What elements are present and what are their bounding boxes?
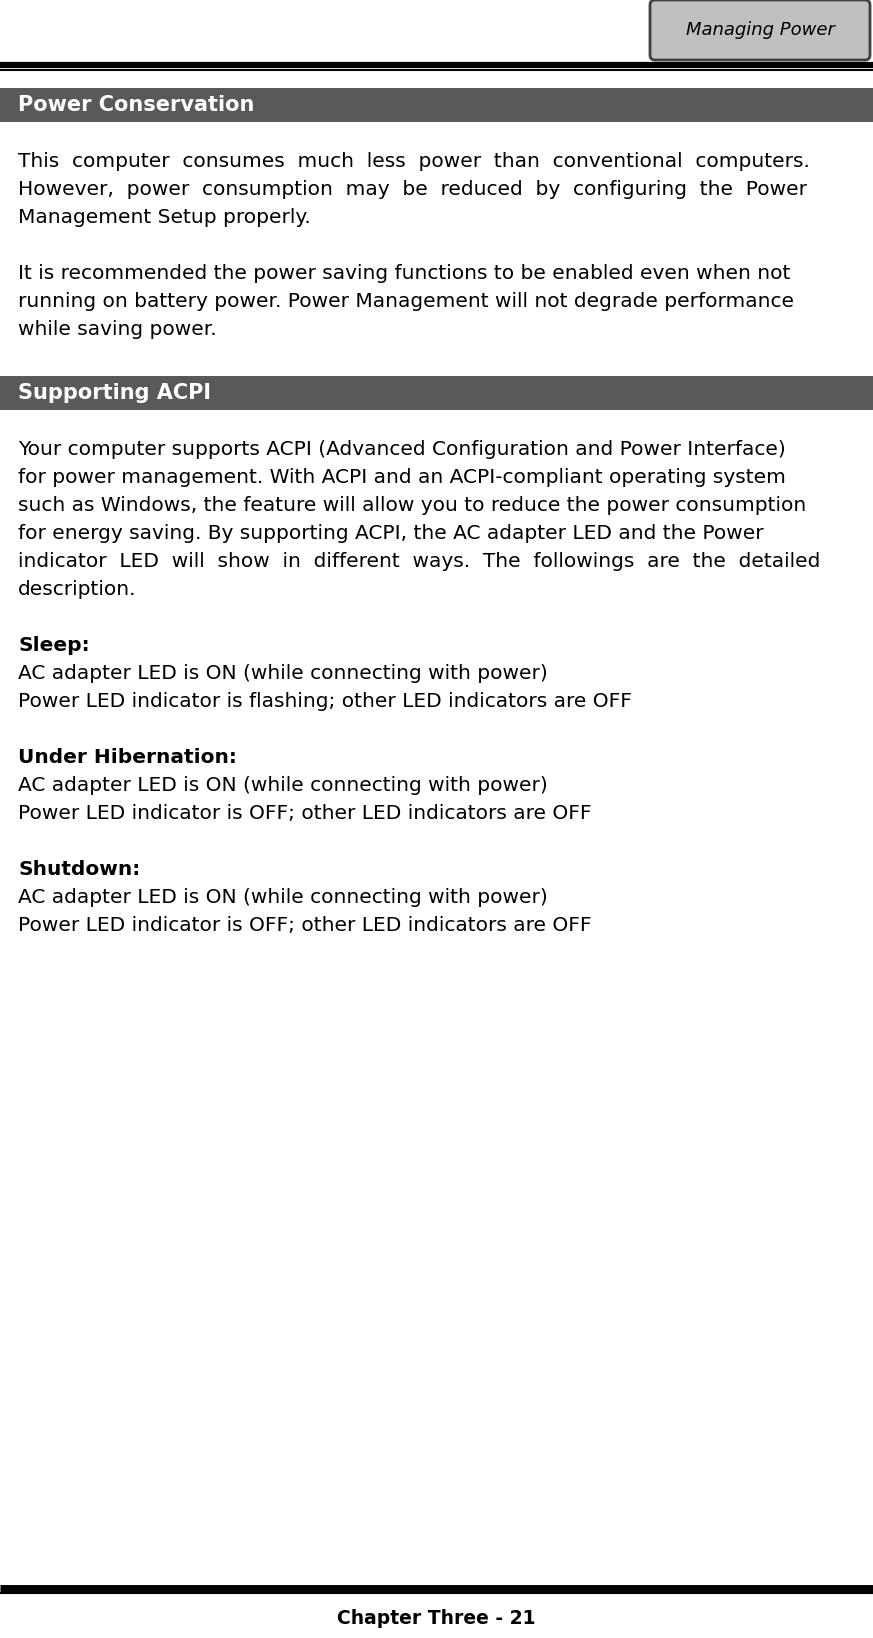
Text: Chapter Three - 21: Chapter Three - 21 xyxy=(337,1609,536,1628)
Text: Sleep:: Sleep: xyxy=(18,636,90,655)
Text: Management Setup properly.: Management Setup properly. xyxy=(18,208,311,228)
Text: for power management. With ACPI and an ACPI-compliant operating system: for power management. With ACPI and an A… xyxy=(18,468,786,486)
Text: Managing Power: Managing Power xyxy=(685,21,835,39)
Text: This  computer  consumes  much  less  power  than  conventional  computers.: This computer consumes much less power t… xyxy=(18,152,810,170)
Text: AC adapter LED is ON (while connecting with power): AC adapter LED is ON (while connecting w… xyxy=(18,776,547,794)
Bar xyxy=(0,88,873,121)
Text: running on battery power. Power Management will not degrade performance: running on battery power. Power Manageme… xyxy=(18,292,794,311)
Text: Power LED indicator is OFF; other LED indicators are OFF: Power LED indicator is OFF; other LED in… xyxy=(18,804,592,822)
Bar xyxy=(0,377,873,410)
Text: It is recommended the power saving functions to be enabled even when not: It is recommended the power saving funct… xyxy=(18,264,790,283)
Text: while saving power.: while saving power. xyxy=(18,319,217,339)
Text: AC adapter LED is ON (while connecting with power): AC adapter LED is ON (while connecting w… xyxy=(18,663,547,683)
Text: Power LED indicator is flashing; other LED indicators are OFF: Power LED indicator is flashing; other L… xyxy=(18,691,632,711)
Text: However,  power  consumption  may  be  reduced  by  configuring  the  Power: However, power consumption may be reduce… xyxy=(18,180,807,198)
Text: Your computer supports ACPI (Advanced Configuration and Power Interface): Your computer supports ACPI (Advanced Co… xyxy=(18,441,786,459)
Text: Under Hibernation:: Under Hibernation: xyxy=(18,749,237,767)
Text: indicator  LED  will  show  in  different  ways.  The  followings  are  the  det: indicator LED will show in different way… xyxy=(18,552,821,572)
Text: Supporting ACPI: Supporting ACPI xyxy=(18,383,211,403)
Text: for energy saving. By supporting ACPI, the AC adapter LED and the Power: for energy saving. By supporting ACPI, t… xyxy=(18,524,764,544)
Text: AC adapter LED is ON (while connecting with power): AC adapter LED is ON (while connecting w… xyxy=(18,888,547,907)
Text: such as Windows, the feature will allow you to reduce the power consumption: such as Windows, the feature will allow … xyxy=(18,496,807,514)
Text: Power LED indicator is OFF; other LED indicators are OFF: Power LED indicator is OFF; other LED in… xyxy=(18,916,592,935)
FancyBboxPatch shape xyxy=(650,0,870,61)
Text: Shutdown:: Shutdown: xyxy=(18,860,141,880)
Text: description.: description. xyxy=(18,580,136,600)
Text: Power Conservation: Power Conservation xyxy=(18,95,254,115)
